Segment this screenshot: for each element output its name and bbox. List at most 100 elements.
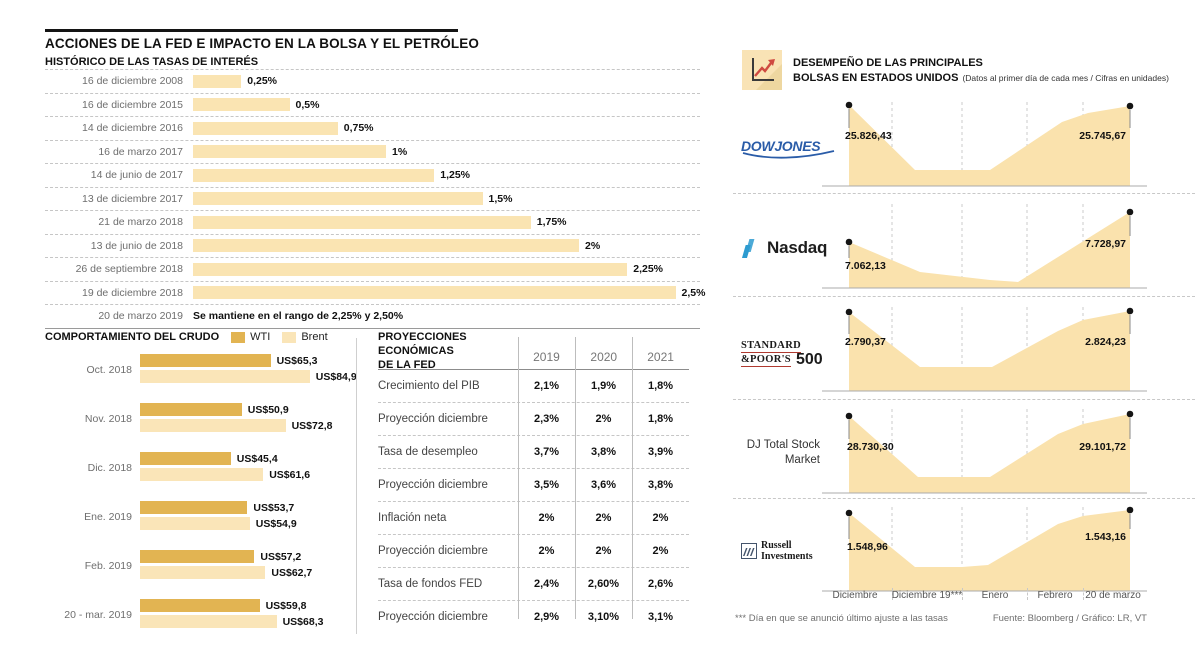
- rate-value-label: 0,75%: [343, 122, 374, 135]
- rate-value-label: 0,25%: [247, 75, 278, 88]
- page-title: ACCIONES DE LA FED E IMPACTO EN LA BOLSA…: [45, 36, 479, 51]
- x-label-20marzo: 20 de marzo: [1085, 590, 1141, 601]
- fed-value-2021: 3,9%: [647, 446, 674, 458]
- rate-date-label: 14 de junio de 2017: [90, 169, 183, 182]
- russell-chart: 1.548,96 1.543,16: [822, 505, 1147, 597]
- column-divider: [632, 337, 633, 619]
- rate-date-label: 16 de marzo 2017: [98, 145, 183, 158]
- djtotal-label: DJ Total Stock Market: [746, 439, 820, 466]
- fed-value-2021: 2%: [652, 512, 669, 524]
- row-separator: [733, 296, 1195, 297]
- fed-table-row: Tasa de fondos FED 2,4% 2,60% 2,6%: [378, 568, 689, 601]
- nasdaq-icon: [741, 239, 755, 258]
- fed-row-label: Proyección diciembre: [378, 611, 488, 623]
- brent-value-label: US$62,7: [271, 566, 313, 579]
- crude-month-group: 20 - mar. 2019 US$59,8 US$68,3: [45, 599, 355, 631]
- fed-value-2020: 2,60%: [587, 578, 620, 590]
- rates-chart-title: HISTÓRICO DE LAS TASAS DE INTERÉS: [45, 56, 259, 68]
- crude-month-group: Feb. 2019 US$57,2 US$62,7: [45, 550, 355, 582]
- crude-month-group: Nov. 2018 US$50,9 US$72,8: [45, 403, 355, 435]
- section-divider: [356, 338, 357, 634]
- rate-date-label: 16 de diciembre 2008: [82, 75, 183, 88]
- fed-row-label: Tasa de fondos FED: [378, 578, 483, 590]
- stocks-title-line1: DESEMPEÑO DE LAS PRINCIPALES: [793, 57, 983, 69]
- nasdaq-start-value: 7.062,13: [845, 260, 886, 272]
- wti-swatch: [231, 331, 246, 343]
- wti-bar: [140, 501, 248, 514]
- year-column-2020: 2020: [590, 350, 618, 364]
- fed-table-row: Proyección diciembre 2% 2% 2%: [378, 535, 689, 568]
- column-divider: [518, 337, 519, 619]
- russell-area: [822, 506, 1147, 592]
- brent-bar: [140, 566, 266, 579]
- wti-bar: [140, 354, 271, 367]
- fed-table-title: PROYECCIONES ECONÓMICAS DE LA FED: [378, 331, 467, 371]
- brent-bar: [140, 517, 250, 530]
- row-separator: [733, 498, 1195, 499]
- wti-value-label: US$65,3: [276, 354, 318, 367]
- djtotal-end-value: 29.101,72: [1079, 441, 1126, 453]
- crude-chart-header: COMPORTAMIENTO DEL CRUDO WTI Brent: [45, 331, 328, 343]
- fed-value-2021: 2%: [652, 545, 669, 557]
- rate-row: 16 de diciembre 2015 0,5%: [45, 94, 700, 117]
- crude-month-label: 20 - mar. 2019: [64, 609, 132, 621]
- interest-rates-chart: 16 de diciembre 2008 0,25% 16 de diciemb…: [45, 69, 705, 329]
- fed-table-row: Proyección diciembre 2,3% 2% 1,8%: [378, 403, 689, 436]
- rate-date-label: 21 de marzo 2018: [98, 216, 183, 229]
- fed-value-2020: 1,9%: [590, 380, 617, 392]
- rate-date-label: 20 de marzo 2019: [98, 310, 183, 323]
- dowjones-start-value: 25.826,43: [845, 130, 892, 142]
- fed-value-2019: 2,4%: [533, 578, 560, 590]
- rate-row: 13 de junio de 2018 2%: [45, 235, 700, 258]
- rate-bar: [193, 74, 242, 88]
- fed-row-label: Crecimiento del PIB: [378, 380, 480, 392]
- rate-date-label: 19 de diciembre 2018: [82, 286, 183, 299]
- rate-bar: [193, 239, 579, 253]
- dowjones-end-value: 25.745,67: [1079, 130, 1126, 142]
- russell-logo: Russell Investments: [741, 540, 813, 563]
- fed-value-2021: 3,1%: [647, 611, 674, 623]
- fed-table-row: Inflación neta 2% 2% 2%: [378, 502, 689, 535]
- footnote: *** Día en que se anunció último ajuste …: [735, 613, 948, 624]
- fed-table-row: Tasa de desempleo 3,7% 3,8% 3,9%: [378, 436, 689, 469]
- rate-date-label: 16 de diciembre 2015: [82, 98, 183, 111]
- sp500-end-value: 2.824,23: [1085, 336, 1126, 348]
- stock-row-sp500: STANDARD &POOR'S 500 2.790,37 2.824,23: [735, 305, 1147, 397]
- crude-month-label: Ene. 2019: [84, 511, 132, 523]
- brent-value-label: US$54,9: [255, 517, 297, 530]
- dowjones-chart: 25.826,43 25.745,67: [822, 100, 1147, 192]
- fed-projections-table: PROYECCIONES ECONÓMICAS DE LA FED 2019 2…: [378, 331, 689, 633]
- crude-month-label: Dic. 2018: [87, 462, 132, 474]
- fed-value-2020: 2%: [595, 545, 612, 557]
- rate-row: 14 de diciembre 2016 0,75%: [45, 117, 700, 141]
- brent-value-label: US$68,3: [282, 615, 324, 628]
- crude-chart: Oct. 2018 US$65,3 US$84,9 Nov. 2018 US$5…: [45, 354, 357, 648]
- brent-bar: [140, 468, 264, 481]
- rate-note: Se mantiene en el rango de 2,25% y 2,50%: [193, 310, 404, 323]
- wti-bar: [140, 403, 242, 416]
- fed-table-row: Proyección diciembre 2,9% 3,10% 3,1%: [378, 601, 689, 633]
- rate-value-label: 2,5%: [681, 286, 706, 299]
- fed-value-2021: 1,8%: [647, 380, 674, 392]
- wti-value-label: US$57,2: [260, 550, 302, 563]
- sp500-chart: 2.790,37 2.824,23: [822, 305, 1147, 397]
- row-separator: [733, 193, 1195, 194]
- year-column-2019: 2019: [533, 350, 560, 364]
- rate-bar: [193, 215, 531, 229]
- djtotal-start-value: 28.730,30: [847, 441, 894, 453]
- rate-value-label: 2,25%: [633, 263, 664, 276]
- column-divider: [575, 337, 576, 619]
- brent-value-label: US$84,9: [315, 370, 357, 383]
- wti-value-label: US$45,4: [236, 452, 278, 465]
- stock-row-dowjones: DOWJONES 25.826,43 25.745,67: [735, 100, 1147, 192]
- year-column-2021: 2021: [647, 350, 674, 364]
- fed-value-2021: 2,6%: [647, 578, 674, 590]
- rate-bar: [193, 168, 435, 182]
- fed-row-label: Tasa de desempleo: [378, 446, 478, 458]
- source-credit: Fuente: Bloomberg / Gráfico: LR, VT: [992, 613, 1147, 624]
- russell-start-value: 1.548,96: [847, 541, 888, 553]
- brent-legend-label: Brent: [301, 331, 328, 343]
- wti-value-label: US$59,8: [265, 599, 307, 612]
- crude-month-group: Oct. 2018 US$65,3 US$84,9: [45, 354, 357, 386]
